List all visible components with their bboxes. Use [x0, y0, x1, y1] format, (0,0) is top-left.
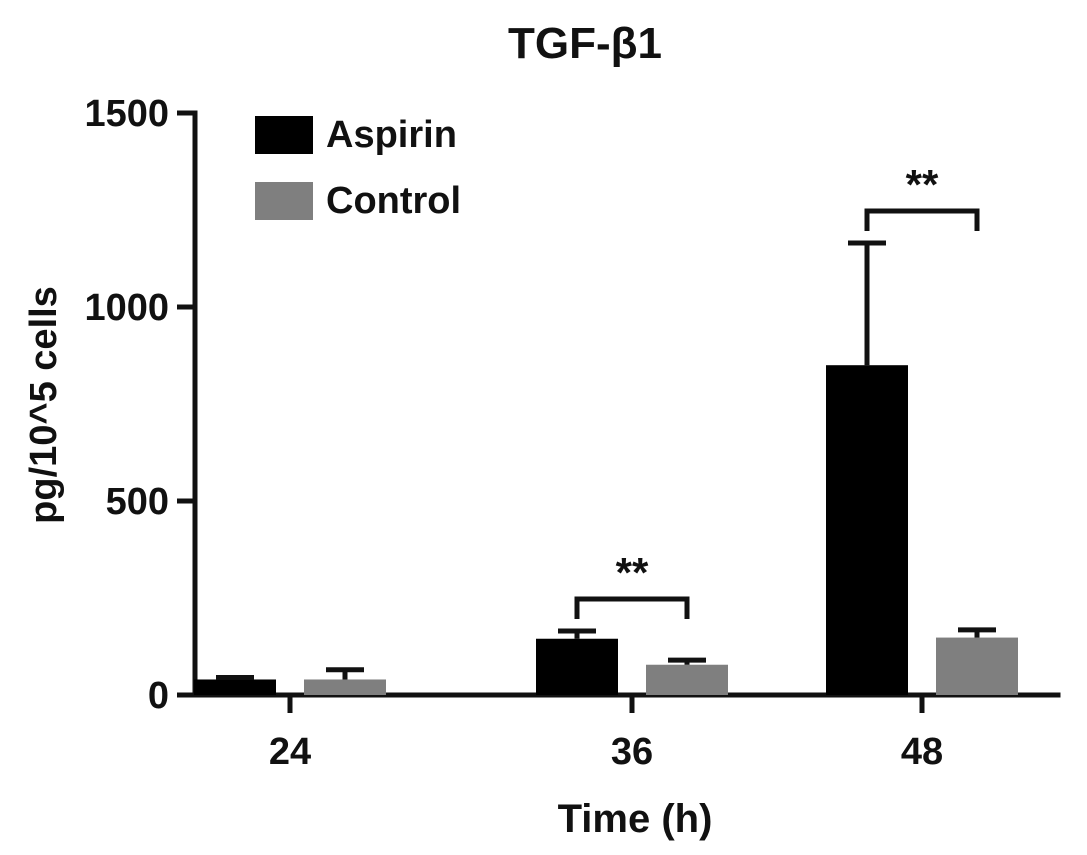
- significance-label: **: [616, 549, 649, 596]
- bar-control-24: [304, 679, 386, 695]
- plot-area: 0 500 1000 1500 24 36 48 ** ** Aspirin Control: [84, 93, 1061, 773]
- x-tick-label: 36: [611, 731, 653, 773]
- x-tick-label: 48: [901, 731, 943, 773]
- bar-control-36: [646, 664, 728, 695]
- legend-label-control: Control: [326, 180, 461, 222]
- legend-swatch-aspirin: [255, 116, 313, 154]
- x-tick-label: 24: [269, 731, 311, 773]
- y-tick-label: 1500: [84, 93, 169, 135]
- bar-aspirin-48: [826, 365, 908, 695]
- significance-bracket: [574, 596, 690, 619]
- bar-control-48: [936, 637, 1018, 695]
- significance-label: **: [906, 161, 939, 208]
- significance-bracket: [864, 208, 980, 231]
- chart-title: TGF-β1: [508, 19, 662, 68]
- y-tick-label: 500: [106, 481, 169, 523]
- legend-label-aspirin: Aspirin: [326, 114, 457, 156]
- y-tick-label: 0: [148, 675, 169, 717]
- y-tick-label: 1000: [84, 287, 169, 329]
- legend: Aspirin Control: [255, 114, 461, 222]
- y-axis-label: pg/10^5 cells: [23, 286, 65, 524]
- legend-swatch-control: [255, 182, 313, 220]
- x-axis-label: Time (h): [558, 797, 713, 841]
- bar-aspirin-24: [194, 679, 276, 695]
- bar-aspirin-36: [536, 638, 618, 695]
